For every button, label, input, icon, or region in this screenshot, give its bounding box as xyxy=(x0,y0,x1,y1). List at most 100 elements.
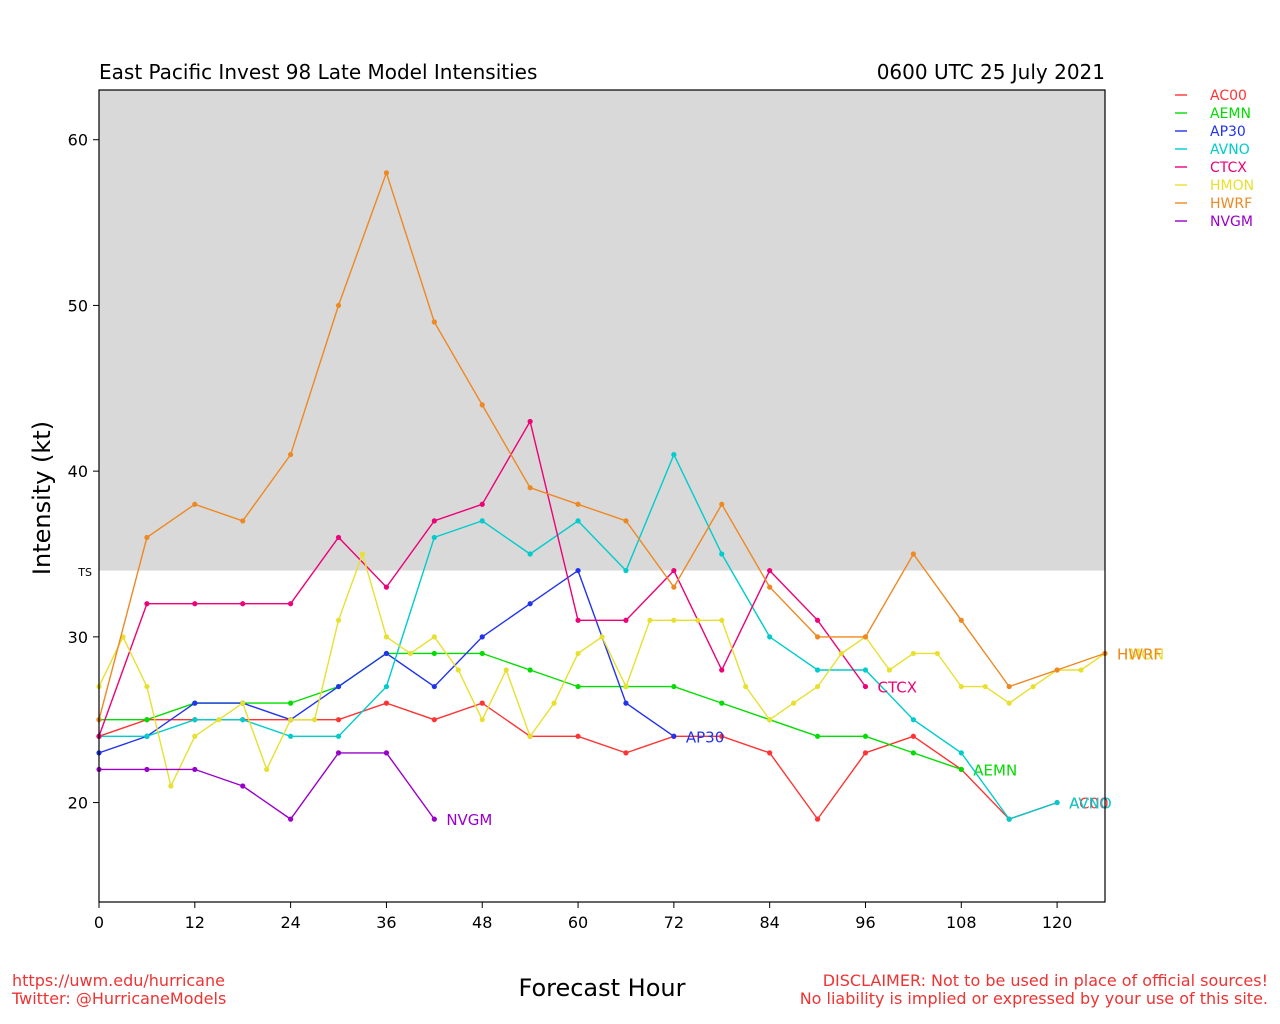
data-point xyxy=(407,650,413,657)
data-point xyxy=(431,319,437,325)
data-point xyxy=(311,717,318,723)
series-nvgm: NVGM xyxy=(96,750,492,829)
series-end-label: CTCX xyxy=(877,679,917,697)
data-point xyxy=(623,683,629,690)
legend-item: AC00 xyxy=(1175,88,1247,104)
data-point xyxy=(575,617,581,623)
data-point xyxy=(767,567,773,574)
data-point xyxy=(695,617,701,623)
data-point xyxy=(575,650,581,657)
legend-item: CTCX xyxy=(1175,160,1247,176)
data-point xyxy=(623,567,629,574)
data-point xyxy=(910,733,916,739)
data-point xyxy=(527,667,533,673)
data-point xyxy=(910,717,916,723)
data-point xyxy=(383,750,390,756)
data-point xyxy=(479,402,485,408)
data-point xyxy=(767,750,773,756)
data-point xyxy=(144,534,150,541)
y-tick-label: 60 xyxy=(68,131,88,150)
data-point xyxy=(623,518,629,524)
data-point xyxy=(671,683,677,690)
legend-label: CTCX xyxy=(1210,160,1247,176)
footer-disclaimer: DISCLAIMER: Not to be used in place of o… xyxy=(800,972,1268,1008)
data-point xyxy=(719,733,725,739)
data-point xyxy=(192,501,198,507)
series-end-label: AVNO xyxy=(1069,795,1112,813)
data-point xyxy=(1054,799,1060,806)
legend-label: HMON xyxy=(1210,178,1254,194)
data-point xyxy=(383,683,390,690)
series-line xyxy=(98,170,1106,720)
data-point xyxy=(910,551,916,557)
y-tick-label: 50 xyxy=(68,296,88,315)
x-tick-label: 24 xyxy=(280,913,300,932)
data-point xyxy=(910,750,916,756)
data-point xyxy=(814,667,821,673)
series-avno: AVNO xyxy=(96,451,1112,822)
x-tick-label: 60 xyxy=(568,913,588,932)
data-point xyxy=(359,551,366,557)
footer-twitter[interactable]: Twitter: @HurricaneModels xyxy=(12,989,227,1008)
data-point xyxy=(814,634,821,640)
footer-credits: https://uwm.edu/hurricane Twitter: @Hurr… xyxy=(12,972,226,1008)
data-point xyxy=(862,683,869,690)
data-point xyxy=(479,634,485,640)
legend: AC00 AEMN AP30 AVNO CTCX HMON HWRF NVGM xyxy=(1175,88,1254,230)
data-point xyxy=(335,733,342,739)
data-point xyxy=(958,683,964,690)
legend-item: HWRF xyxy=(1175,196,1252,212)
data-point xyxy=(527,418,533,425)
data-point xyxy=(767,717,773,723)
x-axis-ticks: 0 12 24 36 48 60 72 84 96 108 120 xyxy=(94,902,1072,932)
data-point xyxy=(192,601,198,607)
footer-url[interactable]: https://uwm.edu/hurricane xyxy=(12,971,225,990)
data-point xyxy=(288,717,294,723)
data-point xyxy=(335,717,342,723)
data-point xyxy=(431,634,437,640)
series-end-label: AP30 xyxy=(686,728,724,746)
data-point xyxy=(575,501,581,507)
data-point xyxy=(791,700,797,706)
data-point xyxy=(383,584,390,590)
legend-label: HWRF xyxy=(1210,196,1252,212)
data-point xyxy=(623,617,629,623)
data-point xyxy=(862,733,869,739)
data-point xyxy=(814,617,821,623)
data-point xyxy=(192,766,198,773)
series-ctcx: CTCX xyxy=(96,418,917,739)
data-point xyxy=(1054,667,1060,673)
data-point xyxy=(1078,667,1084,673)
data-point xyxy=(527,485,533,491)
data-point xyxy=(431,650,437,657)
x-tick-label: 12 xyxy=(185,913,205,932)
data-point xyxy=(144,601,150,607)
data-point xyxy=(288,451,294,458)
data-point xyxy=(431,518,437,524)
series-hwrf: HWRF xyxy=(96,170,1162,723)
data-point xyxy=(527,733,533,739)
data-point xyxy=(144,683,150,690)
data-point xyxy=(479,650,485,657)
data-point xyxy=(527,601,533,607)
legend-item: AEMN xyxy=(1175,106,1251,122)
data-point xyxy=(335,750,342,756)
y-axis-ticks: 20 30 40 50 60 xyxy=(68,131,99,813)
legend-label: AEMN xyxy=(1210,106,1251,122)
y-axis-label: Intensity (kt) xyxy=(28,421,56,575)
x-axis-label: Forecast Hour xyxy=(519,974,686,1002)
chart-date: 0600 UTC 25 July 2021 xyxy=(877,60,1105,84)
x-tick-label: 108 xyxy=(946,913,977,932)
disclaimer-line-1: DISCLAIMER: Not to be used in place of o… xyxy=(822,971,1268,990)
data-point xyxy=(431,816,437,822)
data-point xyxy=(886,667,893,673)
ts-threshold-label: TS xyxy=(77,566,92,579)
series-line xyxy=(98,551,1106,789)
data-point xyxy=(623,750,629,756)
data-point xyxy=(743,683,749,690)
data-point xyxy=(288,700,294,706)
data-point xyxy=(719,501,725,507)
data-point xyxy=(719,667,725,673)
series-line xyxy=(99,752,435,821)
